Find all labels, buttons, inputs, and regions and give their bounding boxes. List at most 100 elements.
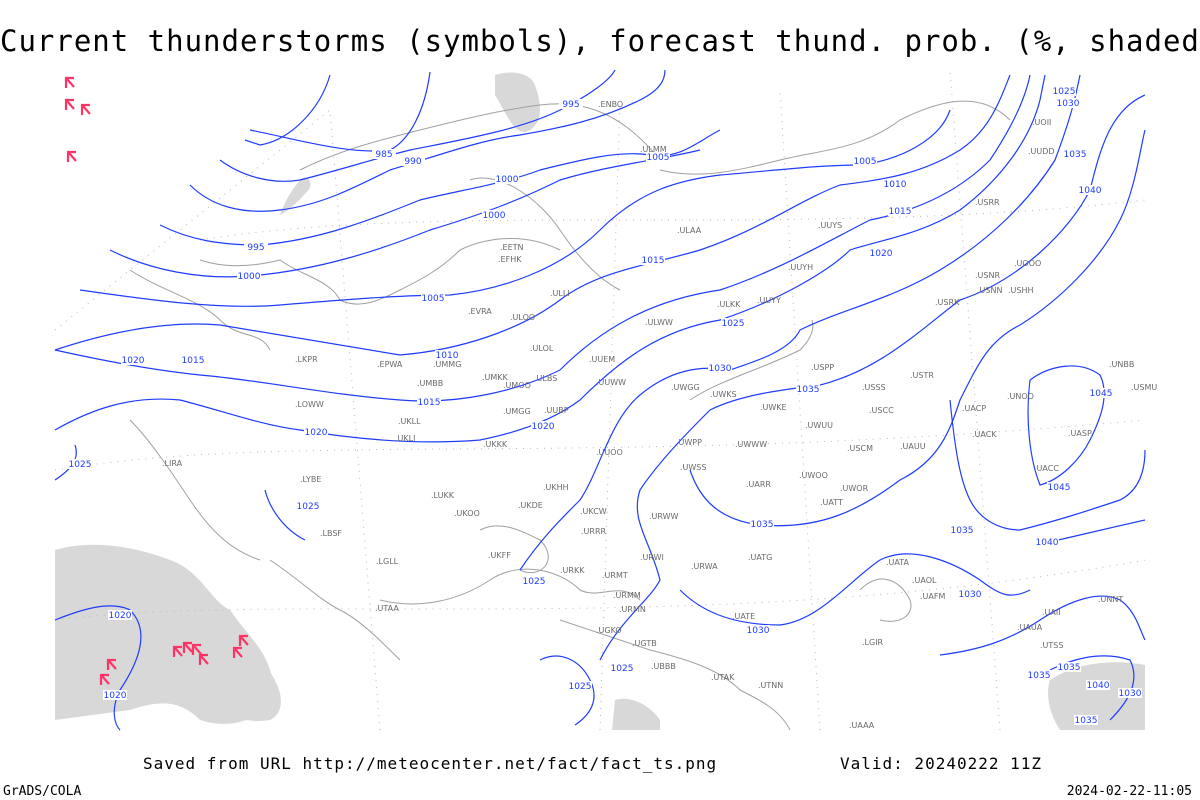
station-label: .UTSS xyxy=(1040,641,1063,650)
isobar-label-bg xyxy=(750,519,774,529)
station-label: .EVRA xyxy=(468,307,492,316)
station-label: .ULLI xyxy=(550,289,570,298)
isobar-label: 1035 xyxy=(1075,716,1098,726)
isobar-label: 1035 xyxy=(751,520,774,530)
isobar-label-bg xyxy=(1063,149,1087,159)
isobar-label: 1010 xyxy=(436,351,459,361)
station-label: .LYBE xyxy=(300,475,321,484)
isobar-label: 1020 xyxy=(104,691,127,701)
station-label: .LKPR xyxy=(295,355,318,364)
isobar-label: 1030 xyxy=(1057,99,1080,109)
isobar-label-bg xyxy=(1078,185,1102,195)
station-label: .UASP xyxy=(1068,429,1092,438)
station-label: .UNOO xyxy=(1007,392,1034,401)
station-label: .UATT xyxy=(820,498,843,507)
isobar-label-bg xyxy=(417,397,441,407)
isobar-label-bg xyxy=(304,427,328,437)
isobar-label-bg xyxy=(610,663,634,673)
thunderstorm-symbol-icon xyxy=(106,658,117,670)
isobar-label-bg xyxy=(68,459,92,469)
station-label: .LUKK xyxy=(431,491,455,500)
isobar-label: 1045 xyxy=(1048,483,1071,493)
isobar-label-bg xyxy=(746,625,770,635)
station-label: .USCC xyxy=(869,406,894,415)
station-label: .USSS xyxy=(862,383,886,392)
station-label: .UKLL xyxy=(398,417,421,426)
isobar-label-bg xyxy=(568,681,592,691)
isobar-label-bg xyxy=(883,179,907,189)
isobar-label-bg xyxy=(522,576,546,586)
station-label: .LBSF xyxy=(320,529,342,538)
isobar-label: 1015 xyxy=(889,207,912,217)
isobar-label: 1015 xyxy=(182,356,205,366)
isobar-label-bg xyxy=(641,255,665,265)
isobar-label-bg xyxy=(646,152,670,162)
station-label: .LGIR xyxy=(862,638,884,647)
isobar-label: 990 xyxy=(404,157,421,167)
station-label: .UACP xyxy=(962,404,986,413)
isobar-label: 995 xyxy=(247,243,264,253)
station-label: .ENBO xyxy=(598,100,623,109)
station-label: .URMT xyxy=(602,571,628,580)
station-label: .UATE xyxy=(732,612,755,621)
isobar-label-bg xyxy=(559,99,583,109)
isobar-label-bg xyxy=(869,248,893,258)
station-label: .UKLI xyxy=(395,434,415,443)
isobar-label-bg xyxy=(531,421,555,431)
station-label: .ULOO xyxy=(510,313,535,322)
station-label: .ULOL xyxy=(530,344,554,353)
valid-time: Valid: 20240222 11Z xyxy=(840,754,1043,773)
isobar-label: 1020 xyxy=(532,422,555,432)
thunderstorm-symbol-icon xyxy=(238,634,249,646)
isobar-label-bg xyxy=(121,355,145,365)
station-label: .UMGG xyxy=(503,407,531,416)
isobar-label: 1040 xyxy=(1036,538,1059,548)
isobar-label: 1035 xyxy=(1028,671,1051,681)
station-label: .USCM xyxy=(847,444,873,453)
isobar-label-bg xyxy=(1027,670,1051,680)
station-label: .UBBB xyxy=(651,662,676,671)
isobar-label-bg xyxy=(721,318,745,328)
station-label: .USRK xyxy=(935,298,960,307)
station-label: .LOWW xyxy=(295,400,324,409)
isobar-label: 1025 xyxy=(523,577,546,587)
isobar-label: 1035 xyxy=(797,385,820,395)
station-label: .UMKK xyxy=(482,373,509,382)
station-label: .USNR xyxy=(975,271,1000,280)
station-label: .LGLL xyxy=(376,557,399,566)
station-label: .UAUA xyxy=(1017,623,1043,632)
station-label: .UWPP xyxy=(676,438,702,447)
saved-from-url: Saved from URL http://meteocenter.net/fa… xyxy=(143,754,718,773)
station-label: .USHH xyxy=(1008,286,1034,295)
isobar-label-bg xyxy=(237,271,261,281)
station-label: .UMOO xyxy=(503,381,531,390)
station-label: .USPP xyxy=(811,363,834,372)
isobar-label-bg xyxy=(853,156,877,166)
station-label: .URWA xyxy=(691,562,718,571)
station-label: .USRR xyxy=(975,198,1000,207)
station-label: .UNBB xyxy=(1109,360,1134,369)
station-label: .UKCW xyxy=(580,507,607,516)
isobar-label: 1030 xyxy=(1119,689,1142,699)
station-label: .USNN xyxy=(977,286,1002,295)
isobar-labels: 995 985 990 1005 1005 1000 1000 995 1010 1015 1020… xyxy=(68,86,1142,726)
station-label: .EETN xyxy=(500,243,524,252)
isobar-label: 1030 xyxy=(747,626,770,636)
station-label: .ULBS xyxy=(534,374,557,383)
thunderstorm-symbol-icon xyxy=(191,643,202,655)
station-label: .UWGG xyxy=(671,383,700,392)
station-label: .ULAA xyxy=(677,226,702,235)
isobar-label: 1025 xyxy=(297,502,320,512)
station-label: .LIRA xyxy=(162,459,183,468)
station-label: .UACC xyxy=(1034,464,1059,473)
thunderstorm-symbols xyxy=(64,76,249,685)
software-credit: GrADS/COLA xyxy=(3,784,82,799)
isobar-label-bg xyxy=(1056,98,1080,108)
station-label: .UKHH xyxy=(543,483,569,492)
station-label: .UUYH xyxy=(788,263,813,272)
station-label: .UTAA xyxy=(375,604,399,613)
station-label: .UAUU xyxy=(900,442,926,451)
station-label: .UWOR xyxy=(840,484,869,493)
station-label: .UMMG xyxy=(433,360,461,369)
